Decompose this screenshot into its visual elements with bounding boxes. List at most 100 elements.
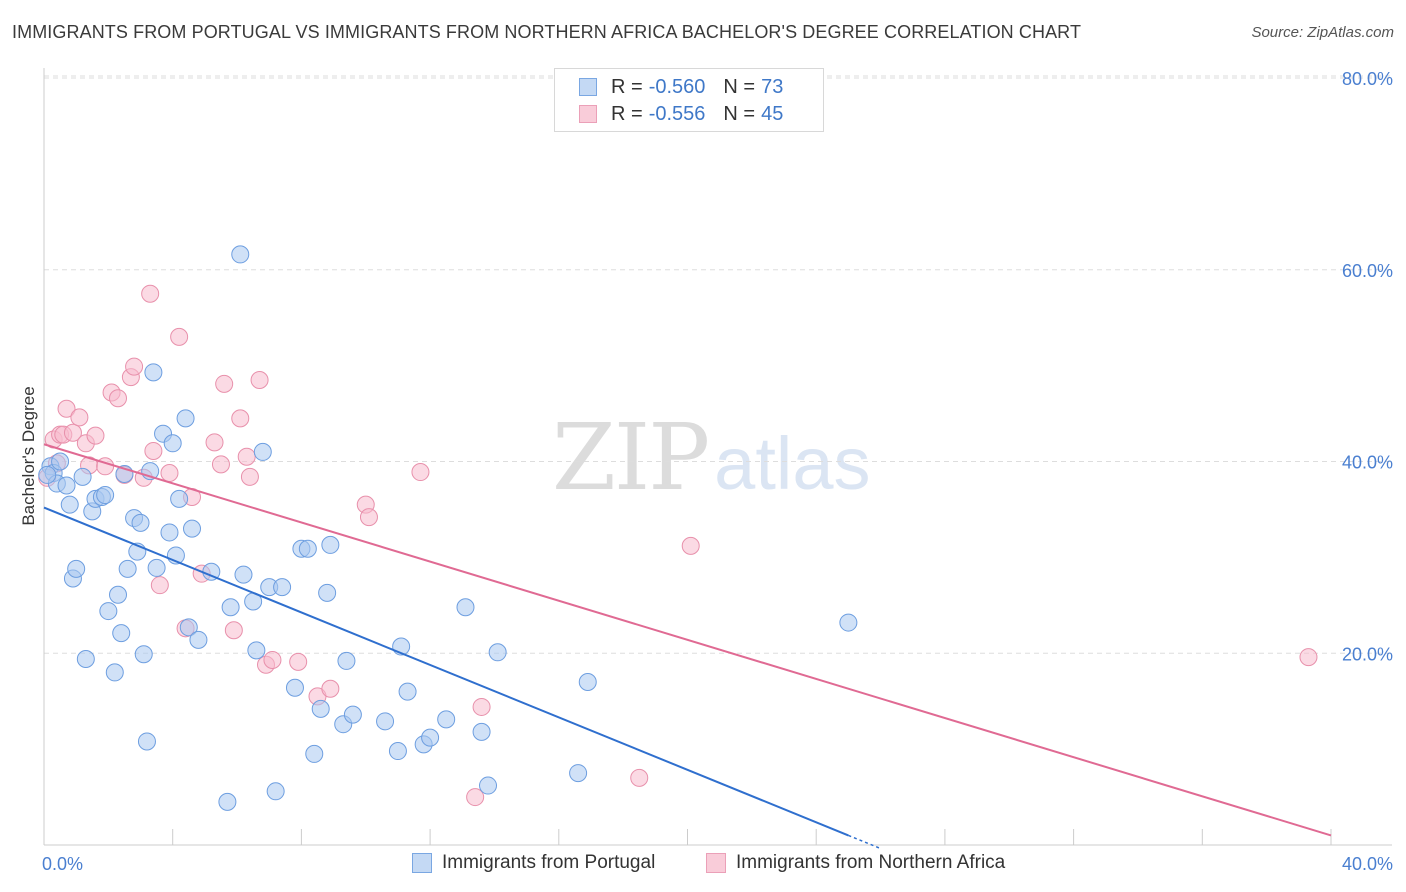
point-northern-africa <box>237 447 256 466</box>
point-portugal <box>456 598 475 617</box>
point-northern-africa <box>321 679 340 698</box>
point-portugal <box>569 764 588 783</box>
point-portugal <box>170 489 189 508</box>
legend-label-northern-africa: Immigrants from Northern Africa <box>736 852 1006 873</box>
point-northern-africa <box>141 284 160 303</box>
point-portugal <box>51 452 70 471</box>
point-portugal <box>67 559 86 578</box>
trend-line-northern-africa <box>43 443 1332 837</box>
legend-swatch-portugal <box>412 853 432 873</box>
point-northern-africa <box>170 327 189 346</box>
correlation-legend: R = -0.560 N = 73 R = -0.556 N = 45 <box>554 68 824 132</box>
legend-item-portugal: Immigrants from Portugal <box>412 852 655 874</box>
point-portugal <box>73 467 92 486</box>
y-tick-label: 80.0% <box>1342 69 1393 89</box>
point-northern-africa <box>215 374 234 393</box>
series-portugal-points <box>38 245 858 811</box>
point-portugal <box>38 465 57 484</box>
watermark-zip: ZIP <box>552 404 710 511</box>
point-northern-africa <box>63 423 82 442</box>
series-legend: Immigrants from Portugal Immigrants from… <box>0 852 1406 878</box>
legend-row-portugal: R = -0.560 N = 73 <box>579 75 783 99</box>
point-portugal <box>247 641 266 660</box>
y-axis-title: Bachelor's Degree <box>19 386 38 525</box>
legend-r-label: R = <box>611 102 643 125</box>
point-northern-africa <box>466 788 485 807</box>
legend-item-northern-africa: Immigrants from Northern Africa <box>706 852 1005 874</box>
tick-labels: 20.0% 40.0% 60.0% 80.0% 0.0% 40.0% <box>42 69 1393 874</box>
point-portugal <box>388 742 407 761</box>
point-portugal <box>99 602 118 621</box>
point-northern-africa <box>160 464 179 483</box>
point-northern-africa <box>150 576 169 595</box>
point-portugal <box>343 705 362 724</box>
point-portugal <box>472 722 491 741</box>
point-portugal <box>321 535 340 554</box>
x-tick-label: 0.0% <box>42 854 83 874</box>
point-northern-africa <box>70 408 89 427</box>
point-northern-africa <box>250 371 269 390</box>
point-northern-africa <box>681 536 700 555</box>
legend-n-label: N = <box>723 75 756 98</box>
legend-row-northern-africa: R = -0.556 N = 45 <box>579 102 783 126</box>
y-tick-label: 20.0% <box>1342 644 1393 664</box>
point-portugal <box>189 630 208 649</box>
point-northern-africa <box>411 463 430 482</box>
axes <box>43 68 1392 846</box>
chart-title: IMMIGRANTS FROM PORTUGAL VS IMMIGRANTS F… <box>12 22 1082 42</box>
trend-line-portugal <box>43 506 849 837</box>
point-northern-africa <box>359 508 378 527</box>
point-portugal <box>76 650 95 669</box>
point-portugal <box>318 583 337 602</box>
point-portugal <box>160 523 179 542</box>
y-tick-label: 40.0% <box>1342 453 1393 473</box>
point-portugal <box>57 476 76 495</box>
point-portugal <box>285 678 304 697</box>
point-northern-africa <box>86 426 105 445</box>
legend-swatch-portugal <box>579 78 597 96</box>
point-portugal <box>134 645 153 664</box>
point-portugal <box>488 643 507 662</box>
point-portugal <box>421 728 440 747</box>
point-portugal <box>144 363 163 382</box>
point-northern-africa <box>205 433 224 452</box>
point-portugal <box>305 744 324 763</box>
point-portugal <box>273 578 292 597</box>
point-portugal <box>218 792 237 811</box>
point-portugal <box>839 613 858 632</box>
point-northern-africa <box>125 357 144 376</box>
point-northern-africa <box>240 467 259 486</box>
point-portugal <box>298 539 317 558</box>
source-label: Source: ZipAtlas.com <box>1251 24 1394 41</box>
point-portugal <box>234 565 253 584</box>
x-tick-label: 40.0% <box>1342 854 1393 874</box>
legend-n-value: 45 <box>761 102 784 125</box>
legend-swatch-northern-africa <box>579 105 597 123</box>
point-portugal <box>337 651 356 670</box>
point-northern-africa <box>630 768 649 787</box>
point-portugal <box>131 513 150 532</box>
legend-swatch-northern-africa <box>706 853 726 873</box>
point-portugal <box>179 618 198 637</box>
point-northern-africa <box>57 399 76 418</box>
point-portugal <box>221 598 240 617</box>
point-northern-africa <box>263 650 282 669</box>
watermark: ZIPatlas <box>552 404 870 511</box>
point-portugal <box>183 519 202 538</box>
point-northern-africa <box>144 441 163 460</box>
legend-label-portugal: Immigrants from Portugal <box>442 852 656 873</box>
point-northern-africa <box>231 409 250 428</box>
point-portugal <box>311 699 330 718</box>
legend-r-label: R = <box>611 75 643 98</box>
trend-line-portugal-extension <box>848 834 881 850</box>
y-tick-label: 60.0% <box>1342 261 1393 281</box>
point-portugal <box>176 409 195 428</box>
point-portugal <box>479 776 498 795</box>
point-portugal <box>578 673 597 692</box>
point-northern-africa <box>1299 648 1318 667</box>
point-portugal <box>231 245 250 264</box>
series-northern-africa-points <box>38 284 1318 807</box>
point-portugal <box>96 486 115 505</box>
legend-n-label: N = <box>723 102 756 125</box>
